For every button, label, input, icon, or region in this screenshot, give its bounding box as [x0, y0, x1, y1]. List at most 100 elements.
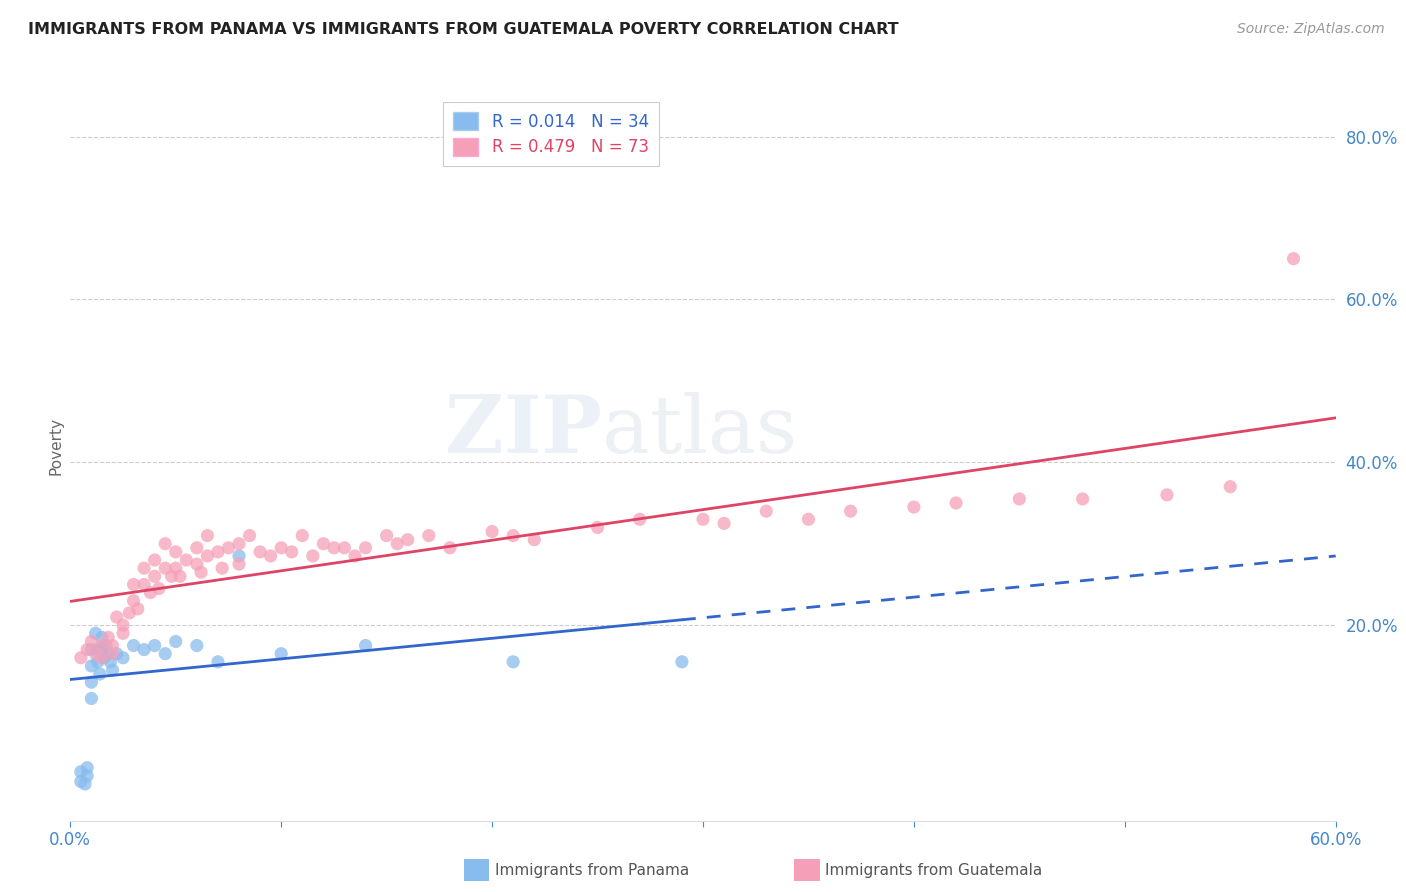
Point	[143, 553, 166, 567]
Point	[165, 634, 187, 648]
Point	[112, 618, 135, 632]
Point	[692, 512, 714, 526]
Point	[628, 512, 651, 526]
Point	[122, 593, 145, 607]
Point	[101, 663, 124, 677]
Point	[80, 634, 103, 648]
Point	[439, 541, 461, 555]
Point	[132, 642, 156, 657]
Point	[70, 774, 93, 789]
Point	[96, 639, 118, 653]
Point	[84, 626, 107, 640]
Point	[270, 541, 292, 555]
Point	[387, 537, 409, 551]
Text: Source: ZipAtlas.com: Source: ZipAtlas.com	[1237, 22, 1385, 37]
Point	[375, 528, 398, 542]
Point	[80, 642, 103, 657]
Point	[160, 569, 183, 583]
Point	[101, 647, 124, 661]
Point	[80, 659, 103, 673]
Point	[165, 561, 187, 575]
Point	[1282, 252, 1305, 266]
Point	[76, 769, 98, 783]
Point	[523, 533, 546, 547]
Point	[197, 549, 219, 563]
Point	[903, 500, 925, 514]
Point	[84, 647, 107, 661]
Text: IMMIGRANTS FROM PANAMA VS IMMIGRANTS FROM GUATEMALA POVERTY CORRELATION CHART: IMMIGRANTS FROM PANAMA VS IMMIGRANTS FRO…	[28, 22, 898, 37]
Point	[713, 516, 735, 531]
Point	[112, 626, 135, 640]
Point	[197, 528, 219, 542]
Y-axis label: Poverty: Poverty	[48, 417, 63, 475]
Point	[89, 667, 111, 681]
Text: atlas: atlas	[602, 392, 797, 470]
Point	[155, 537, 177, 551]
Point	[132, 577, 156, 591]
Point	[344, 549, 367, 563]
Point	[118, 606, 141, 620]
Point	[333, 541, 356, 555]
Text: Immigrants from Guatemala: Immigrants from Guatemala	[825, 863, 1043, 878]
Point	[239, 528, 262, 542]
Point	[76, 761, 98, 775]
Point	[260, 549, 283, 563]
Point	[186, 541, 208, 555]
Point	[323, 541, 346, 555]
Point	[139, 585, 162, 599]
Point	[249, 545, 271, 559]
Point	[105, 610, 128, 624]
Point	[207, 545, 229, 559]
Point	[302, 549, 325, 563]
Point	[75, 777, 96, 791]
Point	[101, 639, 124, 653]
Point	[105, 647, 128, 661]
Point	[1008, 491, 1031, 506]
Point	[87, 642, 110, 657]
Point	[797, 512, 820, 526]
Text: Immigrants from Panama: Immigrants from Panama	[495, 863, 689, 878]
Point	[174, 553, 197, 567]
Legend: R = 0.014   N = 34, R = 0.479   N = 73: R = 0.014 N = 34, R = 0.479 N = 73	[443, 103, 659, 166]
Point	[312, 537, 335, 551]
Point	[418, 528, 440, 542]
Point	[132, 561, 156, 575]
Point	[165, 545, 187, 559]
Point	[70, 764, 93, 779]
Point	[671, 655, 693, 669]
Point	[502, 528, 524, 542]
Point	[586, 520, 609, 534]
Point	[87, 655, 110, 669]
Point	[98, 655, 122, 669]
Point	[502, 655, 524, 669]
Point	[155, 561, 177, 575]
Point	[90, 642, 114, 657]
Point	[97, 631, 120, 645]
Point	[143, 569, 166, 583]
Point	[270, 647, 292, 661]
Point	[186, 639, 208, 653]
Point	[839, 504, 862, 518]
Point	[122, 577, 145, 591]
Point	[127, 602, 149, 616]
Point	[143, 639, 166, 653]
Point	[93, 650, 115, 665]
Point	[1071, 491, 1094, 506]
Point	[1156, 488, 1178, 502]
Point	[207, 655, 229, 669]
Point	[755, 504, 778, 518]
Point	[291, 528, 314, 542]
Point	[186, 557, 208, 571]
Point	[354, 541, 377, 555]
Point	[228, 549, 250, 563]
Point	[169, 569, 191, 583]
Point	[90, 650, 114, 665]
Point	[122, 639, 145, 653]
Point	[945, 496, 967, 510]
Point	[396, 533, 419, 547]
Point	[1219, 480, 1241, 494]
Text: ZIP: ZIP	[444, 392, 602, 470]
Point	[211, 561, 233, 575]
Point	[228, 537, 250, 551]
Point	[218, 541, 240, 555]
